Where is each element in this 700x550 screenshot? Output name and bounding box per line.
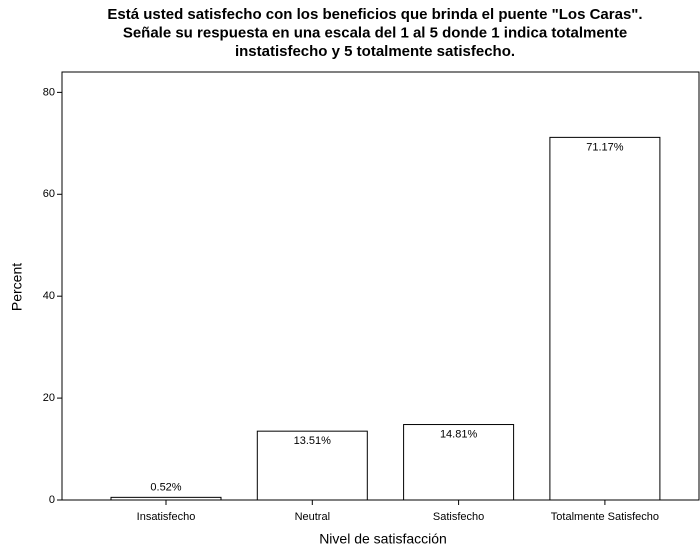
y-tick-label: 0 [49,494,55,506]
x-axis-label: Nivel de satisfacción [319,531,447,547]
bar [110,496,222,501]
value-label: 14.81% [440,428,478,440]
chart-title: instatisfecho y 5 totalmente satisfecho. [235,43,515,60]
y-axis-label: Percent [9,263,25,311]
x-tick-label: Satisfecho [433,511,484,523]
chart-title: Señale su respuesta en una escala del 1 … [123,24,627,41]
value-label: 0.52% [150,481,181,493]
value-label: 71.17% [586,141,624,153]
bar [256,430,368,501]
bar [403,424,515,501]
chart-title: Está usted satisfecho con los beneficios… [107,6,642,23]
y-tick-label: 20 [43,392,55,404]
y-tick-label: 40 [43,290,55,302]
x-tick-label: Totalmente Satisfecho [551,511,659,523]
y-tick-label: 60 [43,188,55,200]
x-tick-label: Neutral [295,511,330,523]
bar [549,136,661,501]
value-label: 13.51% [294,435,332,447]
x-tick-label: Insatisfecho [137,511,196,523]
y-tick-label: 80 [43,86,55,98]
